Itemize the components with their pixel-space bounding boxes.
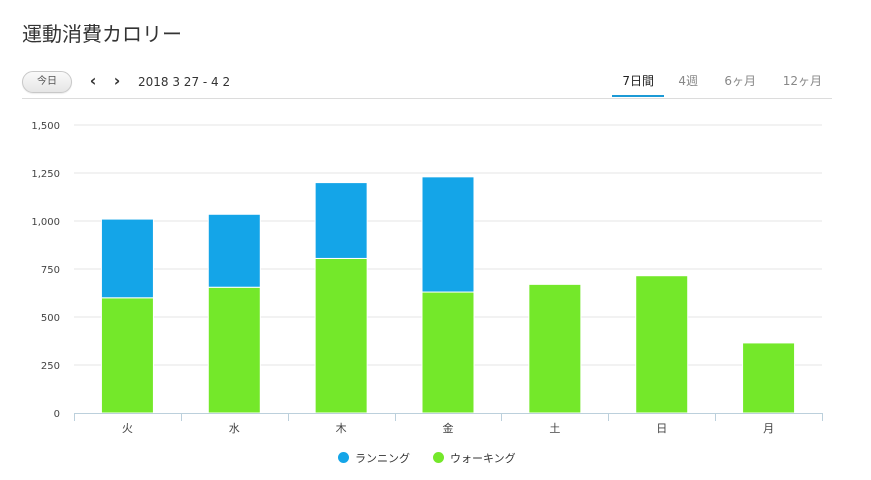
tab-6-months[interactable]: 6ヶ月: [724, 74, 756, 88]
bar-walking[interactable]: [635, 275, 689, 414]
legend-dot-running-icon: [338, 452, 349, 463]
calorie-bar-chart: 0 250 500 750 1,000 1,250 1,500 火 水 木 金 土 日 月: [31, 121, 823, 435]
bar-running[interactable]: [421, 176, 475, 293]
y-tick-label: 1,250: [31, 169, 60, 180]
chart-legend: ランニング ウォーキング: [0, 450, 871, 470]
bar-running[interactable]: [207, 213, 261, 288]
chevron-left-icon[interactable]: ‹: [89, 71, 97, 90]
x-tick-label: 水: [229, 422, 240, 435]
bar-walking[interactable]: [207, 286, 261, 414]
y-tick-label: 500: [41, 313, 60, 324]
x-tick-label: 日: [656, 422, 667, 435]
bar-running[interactable]: [100, 218, 154, 299]
y-tick-label: 1,500: [31, 121, 60, 132]
y-tick-label: 250: [41, 361, 60, 372]
x-tick-label: 木: [336, 422, 347, 435]
chevron-right-icon[interactable]: ›: [113, 71, 121, 90]
y-tick-label: 0: [54, 409, 60, 420]
x-tick-label: 月: [763, 422, 774, 435]
legend-label-walking: ウォーキング: [450, 452, 516, 465]
x-tick-label: 火: [122, 422, 133, 435]
x-tick-label: 金: [443, 421, 454, 435]
bar-walking[interactable]: [528, 283, 582, 414]
legend-item-running[interactable]: ランニング: [338, 450, 410, 466]
bar-running[interactable]: [314, 182, 368, 259]
active-tab-underline: [612, 95, 664, 97]
legend-dot-walking-icon: [433, 452, 444, 463]
date-range-label: 2018 3 27 - 4 2: [138, 75, 231, 89]
bar-walking[interactable]: [100, 297, 154, 414]
y-tick-label: 1,000: [31, 217, 60, 228]
x-tick-label: 土: [549, 422, 560, 435]
bar-walking[interactable]: [742, 342, 796, 414]
tab-7-days[interactable]: 7日間: [622, 74, 654, 88]
date-toolbar: 今日 ‹ › 2018 3 27 - 4 2 7日間 4週 6ヶ月 12ヶ月: [22, 68, 832, 99]
bar-walking[interactable]: [421, 291, 475, 414]
tab-12-months[interactable]: 12ヶ月: [782, 74, 822, 88]
tab-4-weeks[interactable]: 4週: [678, 74, 698, 88]
page-title: 運動消費カロリー: [22, 22, 182, 46]
legend-item-walking[interactable]: ウォーキング: [433, 450, 516, 466]
today-button[interactable]: 今日: [22, 71, 72, 93]
y-tick-label: 750: [41, 265, 60, 276]
bar-walking[interactable]: [314, 257, 368, 414]
legend-label-running: ランニング: [355, 452, 410, 465]
